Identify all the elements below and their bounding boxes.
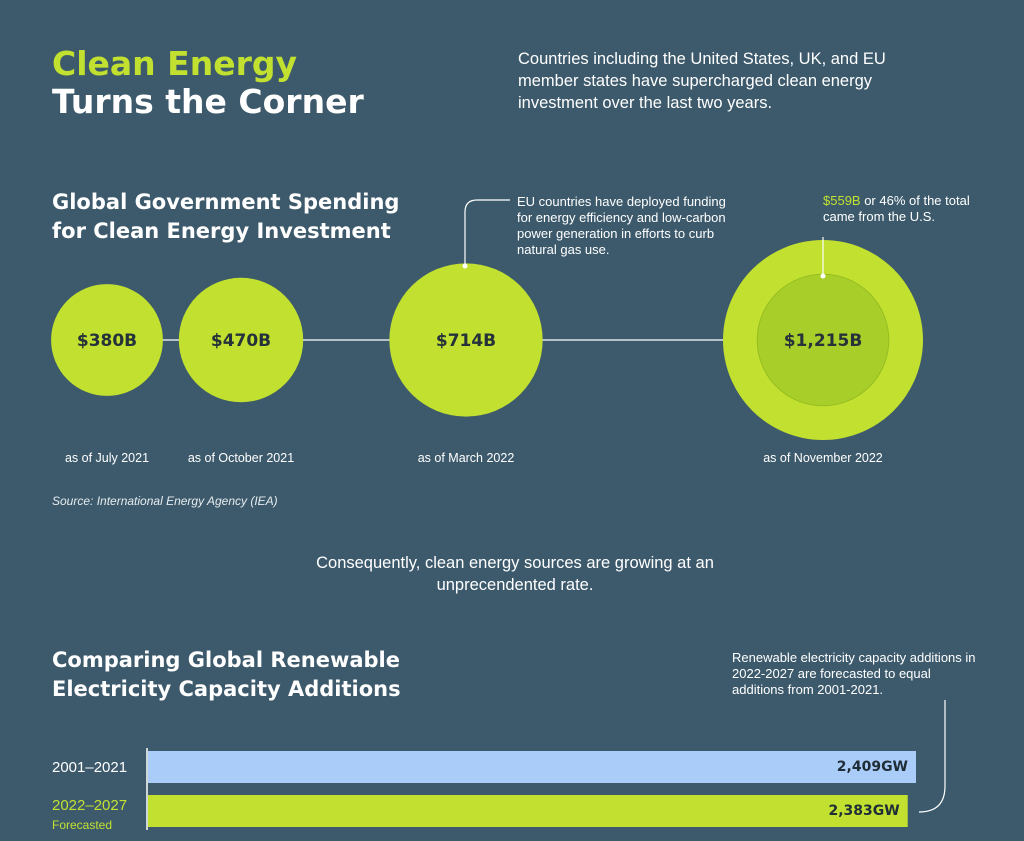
- bubble-value-label: $714B: [436, 331, 496, 351]
- title-line-1: Clean Energy: [52, 44, 297, 83]
- us-annotation-highlight: $559B: [823, 193, 861, 208]
- capacity-chart-title: Comparing Global Renewable Electricity C…: [52, 648, 401, 701]
- eu-annotation-leader: [464, 199, 510, 266]
- spending-chart-title: Global Government Spending for Clean Ene…: [52, 190, 400, 243]
- forecast-note: Forecasted: [52, 818, 113, 832]
- transition-text: Consequently, clean energy sources are g…: [316, 554, 714, 594]
- eu-annotation-dot: [462, 263, 468, 269]
- bubble-date-label: as of March 2022: [417, 451, 515, 465]
- spending-bubble: [178, 277, 304, 403]
- capacity-annotation: Renewable electricity capacity additions…: [732, 650, 976, 697]
- us-annotation-text: or 46% of the total came from the U.S.: [823, 193, 970, 224]
- capacity-bar-chart: [146, 700, 946, 830]
- bubble-value-label: $380B: [77, 331, 137, 351]
- capacity-annotation-leader: [918, 700, 946, 813]
- bubble-value-label: $470B: [211, 331, 271, 351]
- bar-value-label: 2,409GW: [836, 759, 908, 775]
- bubble-date-label: as of November 2022: [763, 451, 883, 465]
- capacity-bar: [148, 795, 908, 827]
- bubble-date-label: as of July 2021: [64, 451, 150, 465]
- us-annotation: $559B or 46% of the total came from the …: [823, 193, 993, 225]
- spending-bubble: [51, 284, 163, 396]
- us-annotation-dot: [820, 273, 826, 279]
- bubble-date-label: as of October 2021: [187, 451, 295, 465]
- bar-value-label: 2,383GW: [828, 803, 900, 819]
- eu-annotation: EU countries have deployed funding for e…: [517, 194, 726, 257]
- bubble-value-label: $1,215B: [784, 331, 863, 351]
- bar-category-label: 2001–2021: [52, 759, 128, 776]
- bar-category-label: 2022–2027: [52, 797, 128, 814]
- title-line-2: Turns the Corner: [52, 82, 364, 121]
- spending-bubble-chart: $380B $470B $714B $1,215B: [51, 199, 923, 440]
- intro-text: Countries including the United States, U…: [518, 50, 886, 112]
- spending-bubble: [389, 263, 543, 417]
- capacity-bar: [148, 751, 916, 783]
- source-note: Source: International Energy Agency (IEA…: [52, 494, 278, 508]
